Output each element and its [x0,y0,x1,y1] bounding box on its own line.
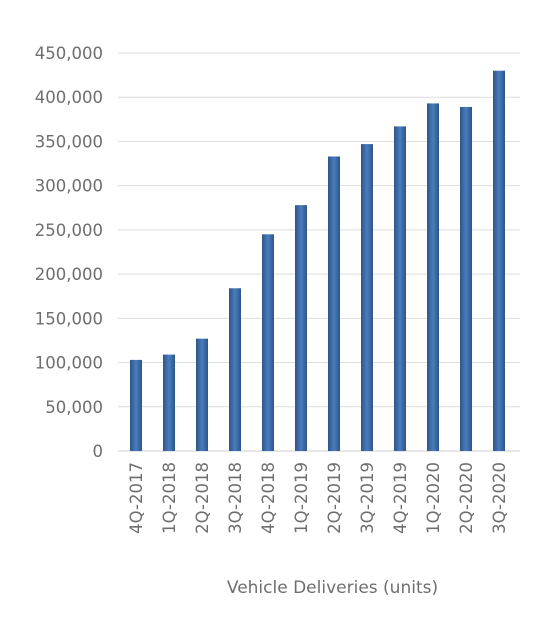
y-tick-label: 200,000 [35,265,103,284]
x-tick-label: 1Q-2018 [160,462,179,534]
bar [328,156,340,452]
y-tick-label: 100,000 [35,354,103,373]
x-tick-label: 4Q-2019 [391,462,410,534]
x-tick-label: 1Q-2020 [424,462,443,534]
bar [394,126,406,452]
y-tick-label: 300,000 [35,177,103,196]
y-tick-label: 450,000 [35,44,103,63]
x-axis-title: Vehicle Deliveries (units) [226,578,439,598]
y-tick-label: 400,000 [35,88,103,107]
x-tick-label: 4Q-2017 [127,462,146,534]
bars [130,70,505,452]
x-tick-label: 2Q-2020 [457,462,476,534]
bar [130,359,142,451]
y-tick-label: 0 [93,442,104,461]
x-tick-label: 2Q-2019 [325,462,344,534]
bar [493,70,505,451]
bar [229,288,241,451]
x-tick-label: 3Q-2018 [226,462,245,534]
y-tick-label: 50,000 [45,398,103,417]
y-axis-tick-labels: 0 50,000 100,000 150,000 200,000 250,000 300,0… [35,44,103,461]
bar [163,354,175,451]
x-axis-tick-labels: 4Q-2017 1Q-2018 2Q-2018 3Q-2018 4Q-2018 1Q-20… [127,462,509,534]
x-tick-label: 3Q-2019 [358,462,377,534]
x-tick-label: 2Q-2018 [193,462,212,534]
y-tick-label: 250,000 [35,221,103,240]
y-tick-label: 350,000 [35,132,103,151]
bar [262,234,274,451]
gridlines [118,52,520,452]
x-tick-label: 3Q-2020 [490,462,509,534]
bar [427,103,439,451]
bar [460,106,472,451]
bar [295,205,307,451]
x-tick-label: 4Q-2018 [259,462,278,534]
bar [361,144,373,451]
y-tick-label: 150,000 [35,309,103,328]
bar [196,338,208,451]
x-tick-label: 1Q-2019 [292,462,311,534]
